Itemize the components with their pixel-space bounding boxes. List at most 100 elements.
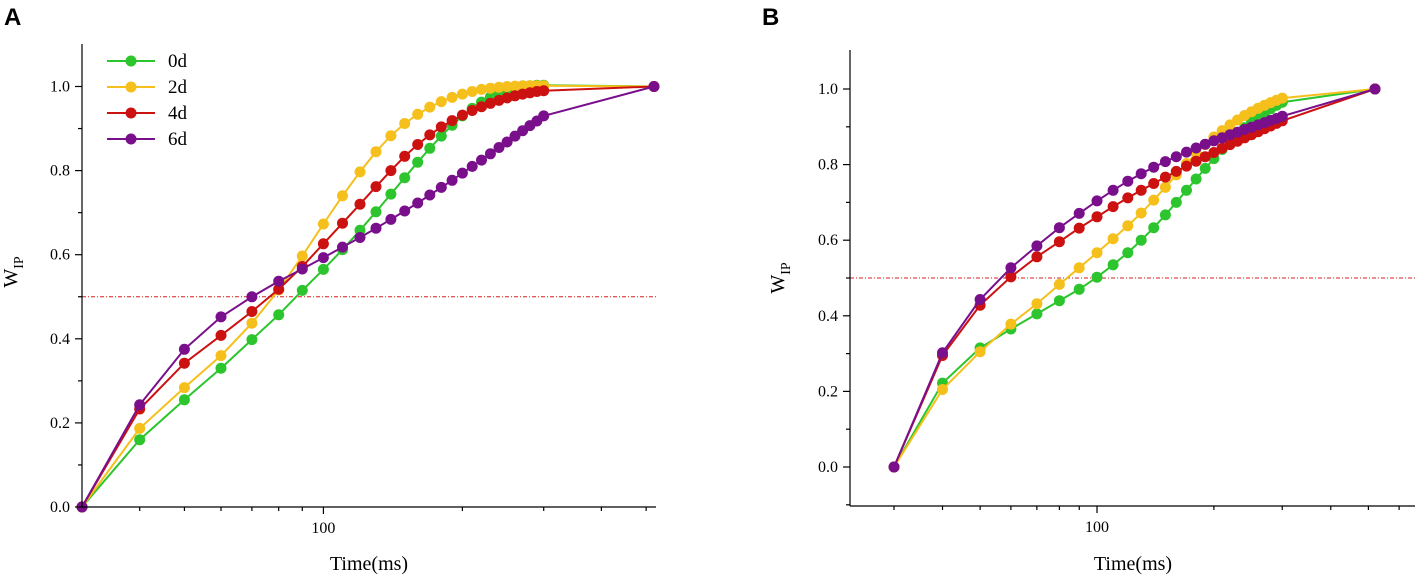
data-point-2d [493,81,505,93]
panel-b-series [888,83,1381,473]
data-point-6d [937,347,948,359]
data-point-4d [1199,151,1211,163]
data-point-4d [446,115,458,127]
data-point-6d [1091,195,1103,207]
data-point-6d [1148,161,1160,173]
y-tick-label: 0.6 [818,232,838,249]
data-point-4d [273,283,285,295]
data-point-4d [1073,222,1085,234]
y-tick-label: 0.0 [50,499,70,516]
legend-label: 0d [168,51,188,72]
panel-a-x-axis-title: Time(ms) [330,553,408,575]
data-point-4d [1135,184,1147,196]
data-point-4d [1005,271,1017,283]
data-point-2d [370,146,382,158]
data-point-6d [446,174,458,186]
panel-a-y-axis-title-sub: IP [12,256,27,269]
data-point-2d [412,108,424,120]
data-point-4d [337,217,348,229]
y-tick-label: 0.8 [50,163,70,180]
data-point-4d [385,165,397,177]
data-point-2d [385,130,397,142]
data-point-6d [1181,146,1192,158]
legend-label: 2d [168,77,188,98]
data-point-6d [296,263,308,275]
data-point-6d [412,197,424,209]
data-point-6d [648,81,660,92]
panel-b-y-axis-title: WIP [767,262,794,294]
legend-label: 6d [168,129,188,150]
data-point-0d [370,206,382,218]
data-point-0d [1091,271,1103,283]
data-point-6d [337,241,348,253]
data-point-2d [1005,318,1017,330]
data-point-6d [484,148,496,160]
data-point-6d [538,110,550,122]
data-point-4d [435,121,447,133]
legend-swatch-marker [125,81,137,93]
panel-a-y-axis-title: WIP [0,256,27,288]
data-point-0d [1159,209,1171,221]
data-point-2d [1135,207,1147,219]
data-point-2d [1159,181,1171,193]
data-point-6d [399,205,411,217]
data-point-2d [424,101,436,113]
y-tick-label: 0.8 [818,157,838,174]
legend-swatch-marker [125,107,137,119]
panel-b: B 0.0 0.2 0.4 0.6 0.8 1.0 100 Time(ms) WIP [762,4,1415,575]
data-point-6d [215,311,227,323]
data-point-0d [246,334,258,346]
data-point-2d [1107,233,1119,245]
data-point-4d [484,97,496,109]
data-point-6d [178,343,190,355]
data-point-2d [1122,220,1134,232]
data-point-4d [1148,178,1160,189]
data-point-0d [1170,196,1182,208]
data-point-6d [509,130,521,142]
data-point-4d [476,101,487,113]
legend-item-6d: 6d [107,129,188,150]
y-tick-label: 0.0 [818,459,838,476]
data-point-2d [974,346,986,358]
data-point-2d [215,350,227,362]
y-tick-label: 0.2 [818,383,838,400]
panel-b-letter: B [762,4,779,31]
data-point-2d [1053,278,1065,290]
data-point-2d [456,88,468,100]
y-tick-label: 0.6 [50,247,70,264]
data-point-0d [412,156,424,168]
data-point-2d [1148,194,1160,206]
data-point-2d [134,422,146,434]
data-point-4d [1208,147,1220,158]
data-point-2d [446,91,458,103]
data-point-4d [1181,160,1192,172]
data-point-6d [273,275,285,287]
y-tick-label: 0.2 [50,415,70,432]
data-point-4d [215,329,227,341]
data-point-0d [424,142,436,154]
legend-item-2d: 2d [107,77,188,98]
data-point-0d [1199,162,1211,174]
panel-a-letter: A [4,4,21,31]
data-point-2d [501,81,513,92]
data-point-0d [1148,222,1160,234]
data-point-6d [493,142,505,153]
data-point-2d [354,166,366,178]
data-point-4d [466,105,478,116]
data-point-0d [273,309,285,321]
data-point-2d [178,382,190,394]
data-point-2d [1276,92,1288,104]
data-point-6d [317,252,329,264]
data-point-4d [1053,236,1065,248]
data-point-6d [888,461,900,473]
data-point-4d [246,306,258,317]
x-tick-label: 100 [311,520,335,537]
data-point-0d [1135,234,1147,246]
data-point-6d [1107,184,1119,196]
data-point-4d [1107,201,1119,213]
data-point-6d [1031,240,1043,252]
data-point-4d [1122,192,1134,204]
data-point-4d [370,181,382,193]
data-point-0d [215,362,227,374]
